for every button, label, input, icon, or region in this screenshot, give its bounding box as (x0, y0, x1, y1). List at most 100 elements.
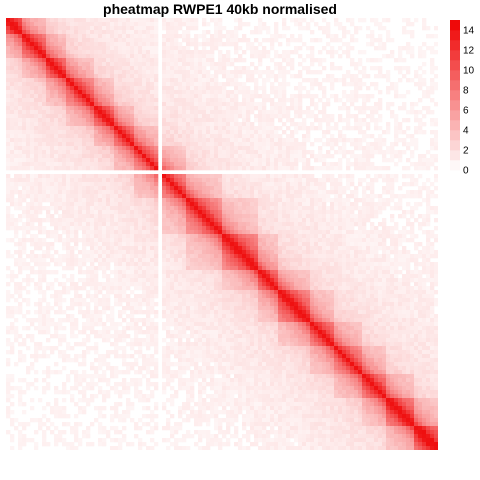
heatmap-cell (206, 238, 211, 243)
heatmap-cell (294, 94, 299, 99)
heatmap-cell (50, 46, 55, 51)
heatmap-cell (26, 210, 31, 215)
heatmap-cell (86, 90, 91, 95)
heatmap-cell (286, 154, 291, 159)
heatmap-cell (118, 46, 123, 51)
heatmap-cell (234, 210, 239, 215)
heatmap-cell (134, 26, 139, 31)
heatmap-cell (394, 194, 399, 199)
heatmap-cell (62, 38, 67, 43)
heatmap-cell (342, 30, 347, 35)
heatmap-cell (90, 238, 95, 243)
heatmap-cell (274, 242, 279, 247)
heatmap-cell (218, 114, 223, 119)
heatmap-cell (210, 218, 215, 223)
heatmap-cell (166, 226, 171, 231)
heatmap-cell (134, 242, 139, 247)
heatmap-cell (142, 226, 147, 231)
heatmap-cell (326, 102, 331, 107)
heatmap-cell (370, 162, 375, 167)
heatmap-cell (142, 154, 147, 159)
heatmap-cell (394, 134, 399, 139)
heatmap-cell (182, 154, 187, 159)
heatmap-cell (234, 174, 239, 179)
heatmap-cell (142, 118, 147, 123)
heatmap-cell (154, 174, 159, 179)
heatmap-cell (234, 122, 239, 127)
heatmap-cell (302, 18, 307, 23)
heatmap-cell (14, 226, 19, 231)
heatmap-cell (322, 182, 327, 187)
heatmap-cell (46, 134, 51, 139)
heatmap-cell (410, 106, 415, 111)
heatmap-cell (50, 234, 55, 239)
heatmap-cell (298, 182, 303, 187)
heatmap-cell (62, 214, 67, 219)
heatmap-cell (202, 198, 207, 203)
heatmap-cell (142, 26, 147, 31)
heatmap-cell (218, 122, 223, 127)
heatmap-cell (390, 190, 395, 195)
heatmap-cell (138, 242, 143, 247)
heatmap-cell (246, 186, 251, 191)
heatmap-cell (434, 74, 438, 79)
heatmap-cell (86, 230, 91, 235)
heatmap-cell (90, 70, 95, 75)
heatmap-cell (186, 102, 191, 107)
heatmap-cell (110, 122, 115, 127)
heatmap-cell (14, 70, 19, 75)
heatmap-cell (114, 26, 119, 31)
heatmap-cell (178, 106, 183, 111)
heatmap-cell (98, 178, 103, 183)
heatmap-cell (30, 154, 35, 159)
heatmap-cell (218, 194, 223, 199)
heatmap-cell (374, 202, 379, 207)
heatmap-cell (190, 122, 195, 127)
heatmap-cell (194, 158, 199, 163)
heatmap-cell (146, 102, 151, 107)
heatmap-cell (270, 190, 275, 195)
heatmap-cell (230, 134, 235, 139)
heatmap-cell (350, 162, 355, 167)
heatmap-cell (282, 182, 287, 187)
heatmap-cell (130, 22, 135, 27)
heatmap-cell (30, 242, 35, 247)
heatmap-cell (150, 190, 155, 195)
heatmap-cell (122, 154, 127, 159)
heatmap-cell (322, 246, 327, 251)
heatmap-cell (6, 18, 11, 23)
heatmap-cell (314, 138, 319, 143)
heatmap-cell (294, 114, 299, 119)
heatmap-cell (198, 90, 203, 95)
heatmap-cell (78, 94, 83, 99)
heatmap-cell (334, 206, 339, 211)
heatmap-cell (242, 246, 247, 251)
heatmap-cell (142, 198, 147, 203)
heatmap-cell (154, 130, 159, 135)
heatmap-cell (302, 26, 307, 31)
heatmap-cell (26, 214, 31, 219)
heatmap-cell (290, 154, 295, 159)
heatmap-cell (118, 218, 123, 223)
heatmap-cell (230, 214, 235, 219)
heatmap-cell (106, 198, 111, 203)
heatmap-cell (58, 110, 63, 115)
heatmap-cell (74, 62, 79, 67)
heatmap-cell (194, 178, 199, 183)
heatmap-cell (358, 62, 363, 67)
heatmap-cell (222, 34, 227, 39)
heatmap-cell (386, 150, 391, 155)
heatmap-cell (266, 190, 271, 195)
heatmap-cell (254, 242, 259, 247)
heatmap-cell (418, 174, 423, 179)
heatmap-cell (242, 118, 247, 123)
heatmap-cell (186, 238, 191, 243)
heatmap-cell (286, 42, 291, 47)
heatmap-cell (178, 158, 183, 163)
heatmap-cell (78, 50, 83, 55)
heatmap-cell (42, 138, 47, 143)
heatmap-cell (34, 38, 39, 43)
heatmap-cell (194, 22, 199, 27)
heatmap-cell (386, 122, 391, 127)
heatmap-cell (74, 86, 79, 91)
